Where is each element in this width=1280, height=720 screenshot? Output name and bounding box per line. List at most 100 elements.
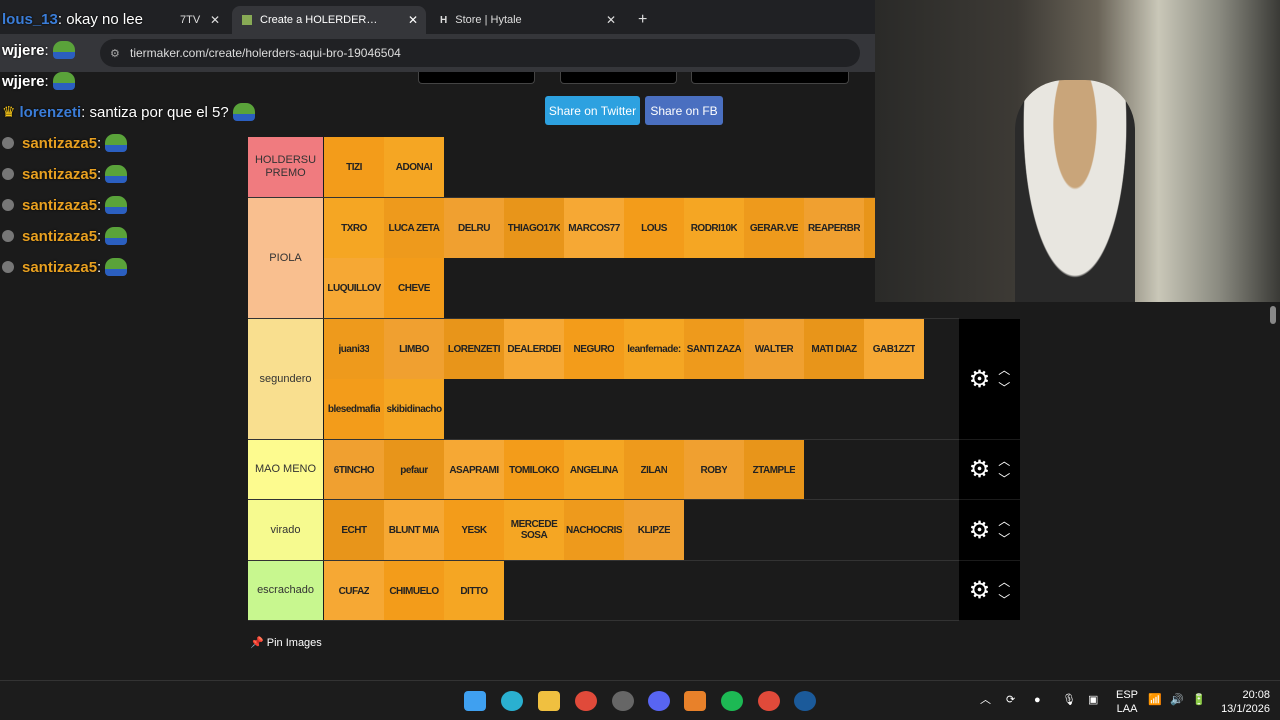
pin-images-toggle[interactable]: 📌 Pin Images bbox=[250, 636, 322, 649]
tier-item[interactable]: LIMBO bbox=[384, 319, 444, 379]
scrollbar-thumb[interactable] bbox=[1270, 306, 1276, 324]
chat-username[interactable]: santizaza5 bbox=[22, 227, 98, 245]
tier-item[interactable]: juani33 bbox=[324, 319, 384, 379]
tier-item[interactable]: LUQUILLOV bbox=[324, 258, 384, 318]
tier-item[interactable]: MATI DIAZ bbox=[804, 319, 864, 379]
chrome-icon[interactable] bbox=[575, 691, 597, 711]
tier-item[interactable]: ADONAI bbox=[384, 137, 444, 197]
chevron-down-icon[interactable]: ﹀ bbox=[998, 532, 1011, 546]
tier-item[interactable]: CUFAZ bbox=[324, 561, 384, 621]
tier-item[interactable]: BLUNT MIA bbox=[384, 500, 444, 560]
gear-icon[interactable]: ⚙ bbox=[968, 365, 991, 393]
tier-label[interactable]: virado bbox=[248, 500, 323, 560]
tier-label[interactable]: PIOLA bbox=[248, 198, 323, 318]
gear-icon[interactable]: ⚙ bbox=[968, 456, 991, 483]
sync-icon[interactable]: ⟳ bbox=[1006, 694, 1016, 706]
chevron-down-icon[interactable]: ﹀ bbox=[998, 381, 1011, 395]
app-tray-icon[interactable]: ● bbox=[1034, 694, 1041, 706]
tier-item[interactable]: MARCOS77 bbox=[564, 198, 624, 258]
tier-item[interactable]: 6TINCHO bbox=[324, 440, 384, 500]
clock[interactable]: 20:08 13/1/2026 bbox=[1220, 688, 1270, 716]
gear-icon[interactable]: ⚙ bbox=[968, 516, 991, 544]
chevron-up-icon[interactable]: ︿ bbox=[998, 453, 1011, 468]
tier-item[interactable]: skibidinacho bbox=[384, 379, 444, 439]
close-icon[interactable]: ✕ bbox=[209, 13, 220, 27]
language-indicator[interactable]: ESP LAA bbox=[1116, 688, 1138, 716]
wifi-icon[interactable]: 📶 bbox=[1148, 694, 1162, 706]
edge-icon[interactable] bbox=[501, 691, 523, 711]
download-button-1[interactable] bbox=[418, 72, 535, 84]
tier-label[interactable]: segundero bbox=[248, 319, 323, 439]
tier-item[interactable]: DITTO bbox=[444, 561, 504, 621]
close-icon[interactable]: ✕ bbox=[407, 13, 418, 27]
tier-item[interactable]: ANGELINA bbox=[564, 440, 624, 500]
site-info-icon[interactable]: ⚙ bbox=[110, 47, 120, 60]
tier-item[interactable]: REAPERBR bbox=[804, 198, 864, 258]
tier-item[interactable]: GERAR.VE bbox=[744, 198, 804, 258]
tier-item[interactable]: GAB1ZZT bbox=[864, 319, 924, 379]
tier-item[interactable]: DELRU bbox=[444, 198, 504, 258]
tier-item[interactable]: LORENZETI bbox=[444, 319, 504, 379]
tier-label[interactable]: MAO MENO bbox=[248, 440, 323, 499]
tab-hytale[interactable]: H Store | Hytale ✕ bbox=[430, 6, 624, 34]
chrome-icon-2[interactable] bbox=[758, 691, 780, 711]
share-twitter-button[interactable]: Share on Twitter bbox=[545, 96, 640, 125]
fl-studio-icon[interactable] bbox=[684, 691, 706, 711]
chat-username[interactable]: lorenzeti bbox=[19, 103, 82, 121]
download-button-3[interactable] bbox=[691, 72, 849, 84]
chevron-down-icon[interactable]: ﹀ bbox=[998, 592, 1011, 607]
tier-item[interactable]: LOUS bbox=[624, 198, 684, 258]
tier-item[interactable]: TOMILOKO bbox=[504, 440, 564, 500]
tier-item[interactable]: LUCA ZETA bbox=[384, 198, 444, 258]
tier-item[interactable]: ECHT bbox=[324, 500, 384, 560]
chat-username[interactable]: wjjere bbox=[2, 72, 45, 90]
tab-7tv[interactable]: 7TV ✕ bbox=[40, 6, 228, 34]
chevron-down-icon[interactable]: ﹀ bbox=[998, 471, 1011, 486]
tier-item[interactable]: YESK bbox=[444, 500, 504, 560]
download-button-2[interactable] bbox=[560, 72, 677, 84]
battery-icon[interactable]: 🔋 bbox=[1192, 694, 1206, 706]
new-tab-button[interactable]: + bbox=[638, 11, 648, 28]
tier-item[interactable]: ROBY bbox=[684, 440, 744, 500]
chat-username[interactable]: santizaza5 bbox=[22, 196, 98, 214]
tier-item[interactable]: RODRI10K bbox=[684, 198, 744, 258]
obs-icon[interactable] bbox=[612, 691, 634, 711]
tier-item[interactable]: leanfernade: bbox=[624, 319, 684, 379]
tier-item[interactable]: ZILAN bbox=[624, 440, 684, 500]
tier-item[interactable]: NEGURO bbox=[564, 319, 624, 379]
chevron-up-icon[interactable]: ︿ bbox=[998, 514, 1011, 528]
tier-item[interactable]: pefaur bbox=[384, 440, 444, 500]
tier-item[interactable]: MERCEDE SOSA bbox=[504, 500, 564, 560]
share-fb-button[interactable]: Share on FB bbox=[645, 96, 723, 125]
tier-label[interactable]: HOLDERSU PREMO bbox=[248, 137, 323, 197]
volume-icon[interactable]: 🔊 bbox=[1170, 694, 1184, 706]
close-icon[interactable]: ✕ bbox=[605, 13, 616, 27]
chat-username[interactable]: santizaza5 bbox=[22, 165, 98, 183]
tier-item[interactable]: KLIPZE bbox=[624, 500, 684, 560]
chat-username[interactable]: santizaza5 bbox=[22, 134, 98, 152]
spotify-icon[interactable] bbox=[721, 691, 743, 711]
chat-username[interactable]: lous_13 bbox=[2, 11, 58, 28]
chat-username[interactable]: wjjere bbox=[2, 41, 45, 59]
tier-item[interactable]: NACHOCRIS bbox=[564, 500, 624, 560]
discord-icon[interactable] bbox=[648, 691, 670, 711]
chevron-up-icon[interactable]: ︿ bbox=[998, 574, 1011, 589]
tier-item[interactable]: WALTER bbox=[744, 319, 804, 379]
chat-username[interactable]: santizaza5 bbox=[22, 258, 98, 276]
tab-tiermaker[interactable]: Create a HOLERDERS AQUI BRO ✕ bbox=[232, 6, 426, 34]
microphone-icon[interactable]: 🎙 bbox=[1062, 694, 1076, 706]
tier-label[interactable]: escrachado bbox=[248, 561, 323, 620]
tier-item[interactable]: ZTAMPLE bbox=[744, 440, 804, 500]
tier-item[interactable]: TIZI bbox=[324, 137, 384, 197]
tier-item[interactable]: CHEVE bbox=[384, 258, 444, 318]
start-windows-icon[interactable] bbox=[464, 691, 486, 711]
show-hidden-icons[interactable]: ︿ bbox=[980, 694, 991, 706]
tier-item[interactable]: DEALERDEI bbox=[504, 319, 564, 379]
tier-item[interactable]: SANTI ZAZA bbox=[684, 319, 744, 379]
chevron-up-icon[interactable]: ︿ bbox=[998, 363, 1011, 377]
steam-icon[interactable] bbox=[794, 691, 816, 711]
tier-item[interactable]: CHIMUELO bbox=[384, 561, 444, 621]
tier-item[interactable]: ASAPRAMI bbox=[444, 440, 504, 500]
gear-icon[interactable]: ⚙ bbox=[968, 577, 991, 604]
url-input[interactable]: ⚙ tiermaker.com/create/holerders-aqui-bro… bbox=[100, 39, 860, 67]
